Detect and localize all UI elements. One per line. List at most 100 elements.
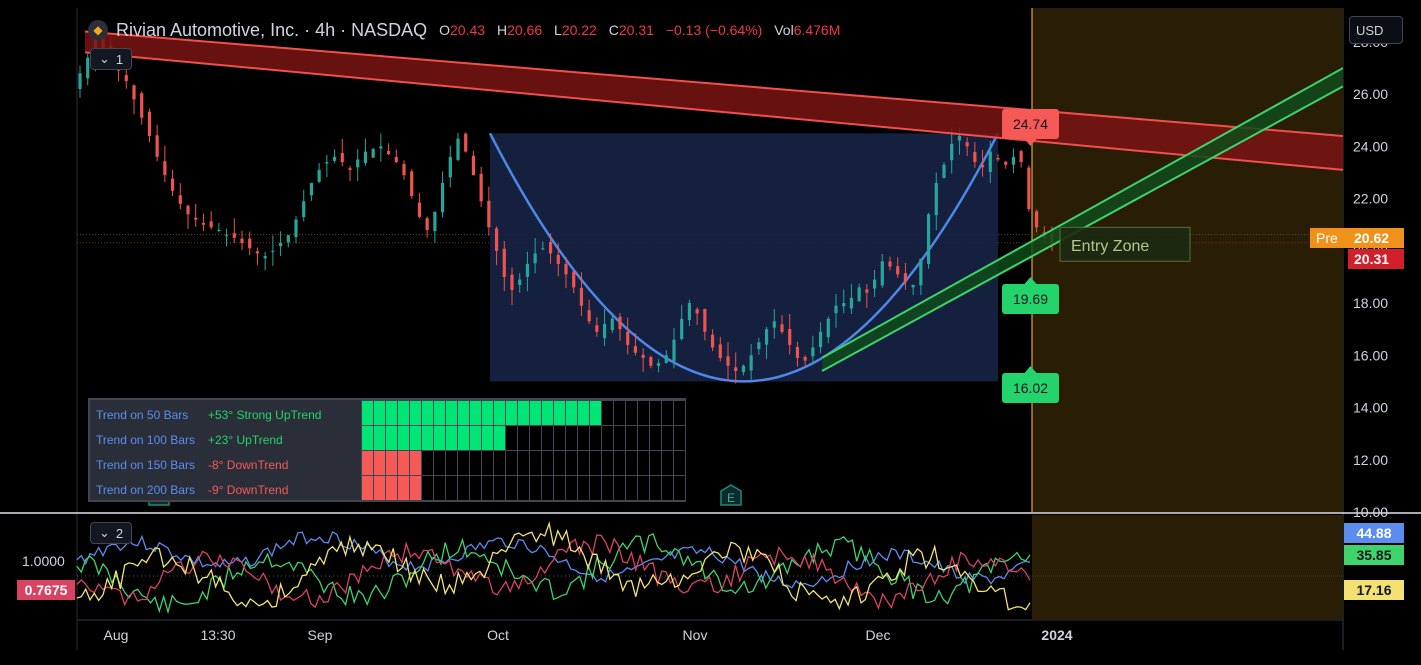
trend-grid-cell (589, 450, 602, 476)
candle-body (788, 329, 792, 345)
currency-button[interactable]: USD (1349, 16, 1403, 44)
trend-row-state: +23° UpTrend (208, 432, 283, 447)
candle-body (410, 171, 414, 197)
change-value: −0.13 (−0.64%) (665, 22, 763, 38)
candle-body (610, 318, 614, 331)
candle-body (78, 73, 82, 89)
trend-grid-cell (385, 475, 398, 501)
trend-grid-cell (553, 400, 566, 426)
candle-body (518, 279, 522, 285)
candle-body (255, 251, 260, 254)
candle-body (471, 155, 476, 176)
pane-2-collapse-button[interactable]: ⌄ 2 (90, 522, 133, 544)
candle-body (525, 263, 530, 277)
trend-row-name: Trend on 150 Bars (96, 457, 195, 472)
price-tick-label: 10.00 (1353, 504, 1388, 520)
candle-body (911, 284, 915, 288)
trend-grid-cell (433, 400, 446, 426)
candle-body (865, 289, 869, 293)
trend-grid-cell (469, 475, 482, 501)
trend-grid-cell (397, 450, 410, 476)
candle-body (579, 287, 584, 306)
trend-grid-cell (493, 400, 506, 426)
support-upper-line (821, 67, 1344, 359)
candle-body (880, 261, 884, 286)
trend-grid-cell (625, 475, 638, 501)
osc-blue-tag-box (1344, 523, 1404, 543)
candle-body (548, 242, 553, 254)
trend-grid-cell (673, 475, 686, 501)
trend-grid-cell (529, 400, 542, 426)
candle-body (433, 211, 437, 232)
symbol-title[interactable]: Rivian Automotive, Inc. · 4h · NASDAQ (116, 19, 428, 40)
candle-body (572, 271, 576, 288)
candle-body (332, 156, 337, 161)
pane-1-collapse-button[interactable]: ⌄ 1 (90, 48, 133, 70)
target-callout-text: 16.02 (1013, 380, 1048, 396)
candle-body (811, 347, 815, 357)
time-tick-label: Aug (104, 627, 129, 643)
candle-body (741, 365, 746, 373)
candle-body (957, 135, 962, 141)
candle-body (155, 135, 159, 157)
candle-body (386, 151, 391, 155)
trend-grid-cell (445, 425, 458, 451)
trend-grid-cell (637, 450, 650, 476)
trend-table: Trend on 50 Bars+53° Strong UpTrend≡Tren… (88, 398, 686, 502)
trend-grid-cell (661, 450, 674, 476)
entry-callout-box (1002, 284, 1059, 314)
trend-grid-cell (529, 475, 542, 501)
trend-grid-cell (505, 450, 518, 476)
candle-body (1019, 151, 1023, 163)
trend-row-state: -9° DownTrend (208, 482, 289, 497)
price-tick-label: 24.00 (1353, 138, 1388, 154)
candle-body (479, 173, 483, 202)
oscillator-series-green (76, 533, 1031, 615)
trend-grid-cell (577, 425, 590, 451)
close-value: 20.31 (618, 22, 654, 38)
resistance-callout-text: 24.74 (1013, 116, 1048, 132)
trend-grid-cell (613, 400, 626, 426)
trend-grid-cell (649, 400, 662, 426)
trend-grid-cell (637, 475, 650, 501)
pane-1-label: 1 (115, 51, 124, 67)
candle-body (286, 235, 290, 243)
trend-grid-cell (409, 450, 422, 476)
candle-body (734, 367, 738, 371)
trend-grid-cell (661, 475, 674, 501)
open-value: 20.43 (450, 22, 486, 38)
candle-body (363, 151, 368, 163)
trend-grid-cell (529, 425, 542, 451)
rivian-logo-icon: ◆ (88, 20, 108, 40)
price-tick-label: 16.00 (1353, 347, 1388, 363)
candle-body (664, 355, 668, 364)
trend-grid-cell (577, 475, 590, 501)
trend-grid-cell (625, 400, 638, 426)
candle-body (232, 233, 236, 238)
candle-body (926, 214, 931, 264)
trend-grid-cell (373, 425, 386, 451)
candle-body (356, 159, 360, 168)
candle-body (757, 342, 761, 350)
trend-grid-cell (649, 475, 662, 501)
candle-body (710, 334, 715, 348)
candle-body (317, 169, 321, 182)
pane-2-label: 2 (115, 525, 124, 541)
trend-grid-cell (601, 400, 614, 426)
trend-grid-cell (493, 475, 506, 501)
high-value: 20.66 (507, 22, 543, 38)
candle-body (178, 195, 182, 204)
pre-tag-value: 20.62 (1354, 230, 1389, 246)
resistance-upper-line (84, 30, 1344, 137)
candle-body (842, 303, 846, 307)
candle-body (919, 258, 923, 286)
candle-body (271, 250, 275, 252)
resistance-callout: 24.74 (1002, 109, 1059, 146)
entry-callout: 19.69 (1002, 277, 1059, 314)
trend-grid-cell (565, 425, 578, 451)
candle-body (695, 309, 699, 314)
trend-grid-cell (373, 450, 386, 476)
trend-grid-cell (541, 450, 554, 476)
pre-tag-label: Pre (1316, 230, 1338, 246)
